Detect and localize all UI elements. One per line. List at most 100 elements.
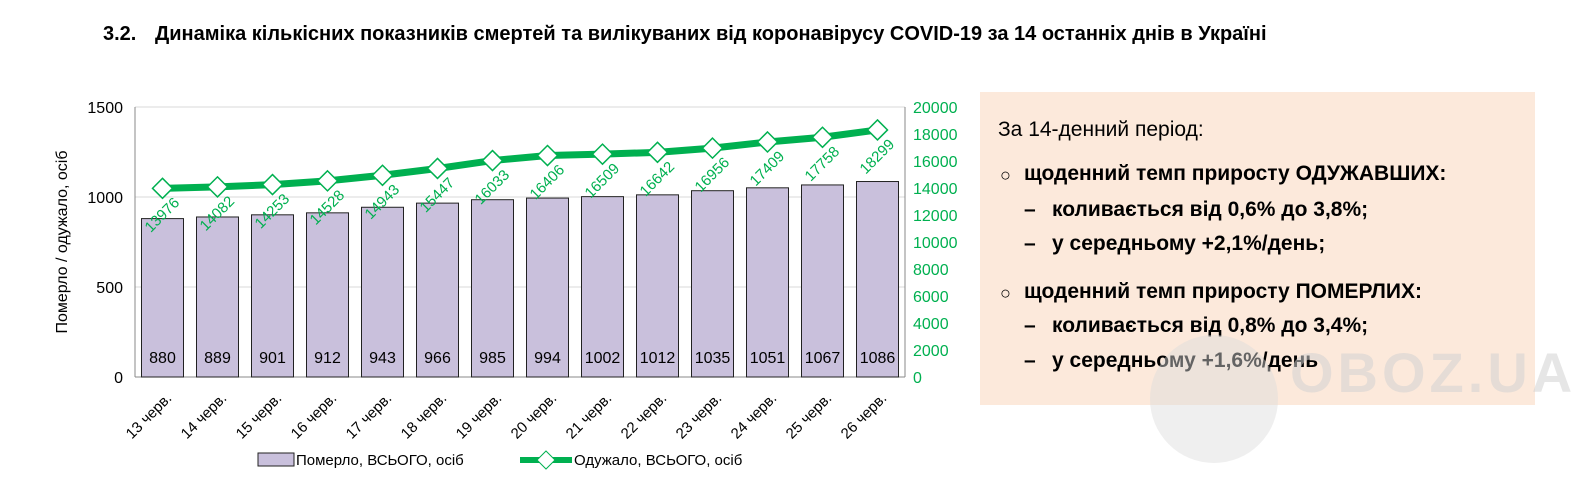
bar: [636, 194, 679, 378]
line-marker-diamond: [866, 118, 889, 142]
x-tick-label: 15 черв.: [233, 390, 286, 443]
line-marker-diamond: [206, 175, 229, 198]
x-tick-label: 17 черв.: [343, 390, 396, 443]
line-marker-diamond: [536, 144, 559, 167]
line-marker-diamond: [371, 164, 394, 187]
bar-data-label: 1002: [585, 350, 621, 367]
line-marker-diamond: [811, 126, 834, 149]
bar: [856, 181, 899, 378]
x-tick-label: 23 черв.: [673, 390, 726, 443]
bar: [801, 184, 844, 378]
y2-tick-label: 10000: [913, 235, 958, 252]
bullet-icon: ○: [1000, 165, 1011, 185]
x-tick-label: 24 черв.: [728, 390, 781, 443]
x-tick-label: 21 черв.: [563, 390, 616, 443]
title-text: Динаміка кількісних показників смертей т…: [155, 23, 1267, 45]
bar: [526, 197, 569, 378]
bar: [251, 214, 294, 378]
dash-icon: –: [1024, 198, 1036, 221]
line-marker-diamond: [261, 173, 284, 196]
bar: [746, 187, 789, 378]
line-data-label: 18299: [857, 136, 899, 178]
summary-heading: За 14-денний період:: [998, 118, 1204, 141]
bar-data-label: 889: [204, 350, 231, 367]
line-marker-diamond: [316, 169, 339, 192]
bar: [141, 218, 184, 378]
y2-tick-label: 12000: [913, 208, 958, 225]
y2-tick-label: 8000: [913, 262, 949, 279]
y-tick-label: 500: [96, 280, 123, 297]
bar-data-label: 912: [314, 350, 341, 367]
bar-data-label: 1012: [640, 350, 676, 367]
line-marker-diamond: [756, 130, 779, 154]
legend-label: Одужало, ВСЬОГО, осіб: [574, 452, 742, 469]
title-number: 3.2.: [103, 23, 137, 45]
y-axis-title: Померло / одужало, осіб: [54, 151, 71, 334]
line-data-label: 16956: [692, 154, 734, 196]
y2-tick-label: 6000: [913, 289, 949, 306]
y-tick-label: 1000: [87, 190, 123, 207]
bar-data-label: 994: [534, 350, 561, 367]
y-tick-label: 0: [114, 370, 123, 387]
page-title: 3.2. Динаміка кількісних показників смерт…: [103, 20, 1493, 48]
section-item: у середньому +1,6%/день: [1052, 349, 1319, 372]
bar: [361, 206, 404, 378]
line-data-label: 17409: [747, 148, 789, 190]
y2-tick-label: 14000: [913, 181, 958, 198]
x-tick-label: 26 черв.: [838, 390, 891, 443]
bar-data-label: 966: [424, 350, 451, 367]
section-item: коливається від 0,8% до 3,4%;: [1052, 314, 1369, 337]
y2-tick-label: 2000: [913, 343, 949, 360]
bar-data-label: 943: [369, 350, 396, 367]
y2-tick-label: 18000: [913, 127, 958, 144]
x-tick-label: 20 черв.: [508, 390, 561, 443]
bar: [306, 212, 349, 378]
bar-data-label: 880: [149, 350, 176, 367]
section-item: коливається від 0,6% до 3,8%;: [1052, 198, 1369, 221]
bar-data-label: 1067: [805, 350, 841, 367]
bar-data-label: 1051: [750, 350, 786, 367]
section-title: щоденний темп приросту ОДУЖАВШИХ:: [1024, 162, 1447, 185]
line-data-label: 17758: [802, 143, 844, 185]
line-marker-diamond: [481, 149, 504, 172]
chart: 0 500 1000 1500 0 2000 4000 6000 8000 10000 12000 1…: [54, 100, 958, 470]
line-marker-diamond: [426, 157, 449, 180]
watermark-globe-icon: [1150, 335, 1278, 463]
bar: [416, 202, 459, 378]
line-marker-diamond: [701, 137, 724, 160]
line-marker-diamond: [591, 143, 614, 166]
y-tick-label: 1500: [87, 100, 123, 117]
y2-tick-label: 16000: [913, 154, 958, 171]
y2-tick-label: 0: [913, 370, 922, 387]
summary-box: За 14-денний період: ○ щоденний темп прир…: [980, 92, 1535, 405]
bar: [471, 199, 514, 378]
x-tick-label: 18 черв.: [398, 390, 451, 443]
bullet-icon: ○: [1000, 283, 1011, 303]
dash-icon: –: [1024, 314, 1036, 337]
dash-icon: –: [1024, 349, 1036, 372]
bar-data-label: 985: [479, 350, 506, 367]
legend-bar-swatch: [257, 452, 295, 467]
y2-tick-label: 20000: [913, 100, 958, 117]
x-tick-label: 22 черв.: [618, 390, 671, 443]
line-data-label: 16642: [637, 158, 679, 200]
x-tick-label: 14 черв.: [178, 390, 231, 443]
dash-icon: –: [1024, 232, 1036, 255]
line-marker-diamond: [646, 141, 669, 164]
bar-data-label: 1035: [695, 350, 731, 367]
line-marker-diamond: [151, 177, 174, 200]
bar: [691, 190, 734, 378]
y2-tick-label: 4000: [913, 316, 949, 333]
legend-diamond-icon: [536, 450, 556, 470]
x-tick-label: 19 черв.: [453, 390, 506, 443]
section-item: у середньому +2,1%/день;: [1052, 232, 1326, 255]
section-title: щоденний темп приросту ПОМЕРЛИХ:: [1024, 280, 1423, 303]
bar: [196, 216, 239, 378]
x-tick-label: 13 черв.: [123, 390, 176, 443]
bar-data-label: 901: [259, 350, 286, 367]
legend-label: Померло, ВСЬОГО, осіб: [296, 452, 464, 469]
watermark: OBOZ.UA: [1290, 341, 1577, 404]
x-tick-label: 25 черв.: [783, 390, 836, 443]
bar-data-label: 1086: [860, 350, 896, 367]
bar: [581, 196, 624, 378]
